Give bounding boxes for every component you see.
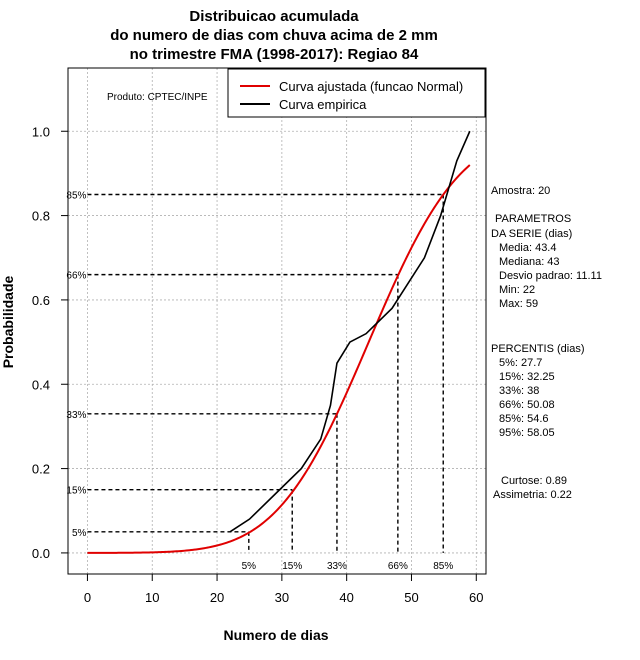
percentile-bottom-label-0.05: 5% [242,561,257,572]
stat-kurtosis: Curtose: 0.89 [501,475,567,487]
chart-title-line-3: no trimestre FMA (1998-2017): Regiao 84 [130,46,419,63]
y-tick-label-2: 0.4 [32,377,50,392]
y-tick-label-0: 0.0 [32,546,50,561]
stat-median: Mediana: 43 [499,256,560,268]
percentile-left-label-0.05: 5% [72,528,87,539]
y-axis-label: Probabilidade [0,276,16,369]
percentile-bottom-label-0.66: 66% [388,561,408,572]
stat-params-title-1: PARAMETROS [495,213,571,225]
axis-ticks-layer: 0 10 20 30 40 50 60 0.0 0.2 0.4 0.6 0.8 1.0 [32,124,484,605]
x-axis-label: Numero de dias [223,627,328,643]
y-tick-label-4: 0.8 [32,209,50,224]
stat-p95: 95%: 58.05 [499,427,555,439]
stat-max: Max: 59 [499,298,538,310]
percentile-left-label-0.33: 33% [66,410,86,421]
y-tick-label-5: 1.0 [32,124,50,139]
stat-params-title-2: DA SERIE (dias) [491,228,572,240]
fitted-normal-curve [87,164,471,554]
percentile-reference-layer: 5% 5% 15% 15% 33% 33% 66% 66% 85% 85% [66,191,453,572]
percentile-left-label-0.15: 15% [66,486,86,497]
chart-title-line-1: Distribuicao acumulada [189,8,359,25]
stat-min: Min: 22 [499,284,535,296]
x-tick-label-0: 0 [84,590,91,605]
x-tick-label-20: 20 [210,590,224,605]
stat-p66: 66%: 50.08 [499,399,555,411]
x-tick-label-50: 50 [404,590,418,605]
producer-note: Produto: CPTEC/INPE [107,92,208,103]
grid-layer [68,68,486,574]
y-tick-label-1: 0.2 [32,462,50,477]
percentile-bottom-label-0.33: 33% [327,561,347,572]
stat-p85: 85%: 54.6 [499,413,549,425]
stat-percentis-title: PERCENTIS (dias) [491,343,585,355]
percentile-left-label-0.85: 85% [66,191,86,202]
y-tick-label-3: 0.6 [32,293,50,308]
x-tick-label-10: 10 [145,590,159,605]
stats-panel: Amostra: 20 PARAMETROS DA SERIE (dias) M… [491,185,602,501]
stat-skewness: Assimetria: 0.22 [493,489,572,501]
stat-sample: Amostra: 20 [491,185,550,197]
stat-p33: 33%: 38 [499,385,539,397]
plot-frame [67,67,487,575]
legend: Curva ajustada (funcao Normal) Curva emp… [227,68,486,118]
series-layer [87,130,471,554]
stat-p5: 5%: 27.7 [499,357,542,369]
empirical-curve [229,130,471,533]
percentile-bottom-label-0.85: 85% [433,561,453,572]
chart-title-line-2: do numero de dias com chuva acima de 2 m… [110,27,438,44]
stat-sd: Desvio padrao: 11.11 [499,270,602,282]
stat-p15: 15%: 32.25 [499,371,555,383]
legend-label-fitted: Curva ajustada (funcao Normal) [279,79,463,94]
x-tick-label-30: 30 [275,590,289,605]
x-tick-label-40: 40 [339,590,353,605]
stat-mean: Media: 43.4 [499,242,556,254]
legend-box [227,68,486,118]
percentile-left-label-0.66: 66% [66,271,86,282]
legend-label-empirical: Curva empirica [279,97,367,112]
percentile-bottom-label-0.15: 15% [282,561,302,572]
x-tick-label-60: 60 [469,590,483,605]
